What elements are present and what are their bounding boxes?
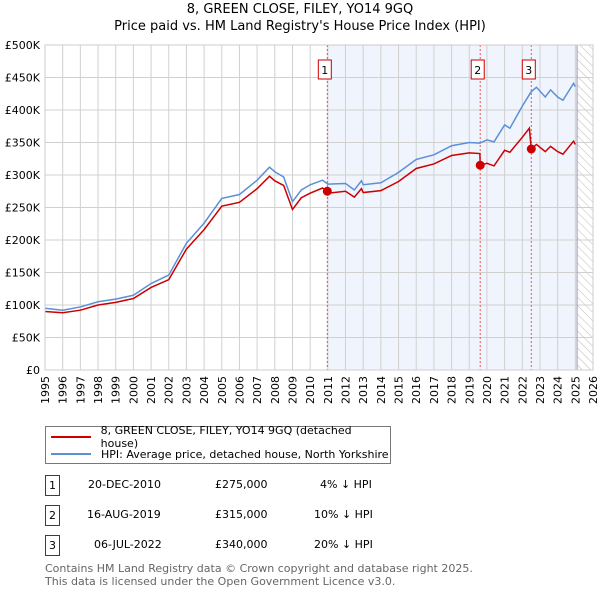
property-price-line: [44, 126, 576, 314]
sale-diff: 20% ↓ HPI: [314, 538, 373, 551]
x-tick-label: 2011: [322, 376, 335, 404]
x-tick-label: 2001: [145, 376, 158, 404]
x-tick-label: 2015: [393, 376, 406, 404]
x-tick-label: 2002: [163, 376, 176, 404]
x-tick-label: 2014: [375, 376, 388, 404]
x-tick-label: 2012: [340, 376, 353, 404]
sale-row: 2 16-AUG-2019 £315,000 10% ↓ HPI: [45, 505, 600, 526]
x-tick-label: 1997: [74, 376, 87, 404]
legend-label: 8, GREEN CLOSE, FILEY, YO14 9GQ (detache…: [100, 424, 352, 450]
y-tick-label: £250K: [5, 202, 41, 215]
sale-badge: 1: [45, 475, 60, 496]
y-tick-label: £400K: [5, 104, 41, 117]
y-tick-label: £50K: [12, 332, 41, 345]
sale-price: £315,000: [215, 508, 268, 521]
x-tick-label: 2009: [286, 376, 299, 404]
x-tick-label: 2004: [198, 376, 211, 404]
sale-row: 3 06-JUL-2022 £340,000 20% ↓ HPI: [45, 535, 600, 556]
y-tick-label: £300K: [5, 169, 41, 182]
x-tick-label: 2024: [552, 376, 565, 404]
x-tick-label: 2026: [587, 376, 600, 404]
y-tick-label: £0: [26, 364, 40, 377]
sale-point: [475, 160, 485, 170]
legend: 8, GREEN CLOSE, FILEY, YO14 9GQ (detache…: [45, 424, 391, 464]
x-tick-label: 2025: [569, 376, 582, 404]
plot-border: [44, 44, 594, 371]
sale-date: 06-JUL-2022: [94, 538, 162, 551]
sale-label-box: [470, 59, 485, 80]
x-tick-label: 2003: [180, 376, 193, 404]
sale-point: [322, 186, 332, 196]
sale-diff: 4% ↓ HPI: [320, 478, 372, 491]
legend-swatch-blue: [51, 453, 91, 455]
x-tick-label: 1995: [39, 376, 52, 404]
sale-label: 2: [474, 64, 481, 77]
sale-price: £275,000: [215, 478, 268, 491]
x-tick-label: 2016: [410, 376, 423, 404]
sale-point: [526, 144, 536, 154]
x-tick-label: 2017: [428, 376, 441, 404]
y-tick-label: £100K: [5, 299, 41, 312]
chart-subtitle: Price paid vs. HM Land Registry's House …: [114, 19, 486, 34]
sale-date: 20-DEC-2010: [88, 478, 162, 491]
y-tick-label: £450K: [5, 72, 41, 85]
x-tick-label: 2013: [357, 376, 370, 404]
y-tick-label: £500K: [5, 39, 41, 52]
sale-label: 3: [525, 64, 532, 77]
y-tick-label: £200K: [5, 234, 41, 247]
x-tick-label: 2018: [446, 376, 459, 404]
sale-label: 1: [321, 64, 328, 77]
x-tick-label: 2006: [233, 376, 246, 404]
sale-diff: 10% ↓ HPI: [314, 508, 373, 521]
x-tick-label: 2021: [499, 376, 512, 404]
x-tick-label: 2007: [251, 376, 264, 404]
sale-price: £340,000: [215, 538, 268, 551]
legend-label: HPI: Average price, detached house, Nort…: [101, 447, 389, 461]
x-tick-label: 2005: [216, 376, 229, 404]
sale-date: 16-AUG-2019: [87, 508, 161, 521]
plot-area: 1995 1996 1997 1998 1999 2000 2001 2002 2003 2004…: [5, 39, 600, 404]
x-tick-label: 1999: [110, 376, 123, 404]
sale-badge: 2: [45, 505, 60, 526]
x-tick-label: 2022: [516, 376, 529, 404]
footer-copyright: Contains HM Land Registry data © Crown c…: [45, 562, 473, 575]
y-tick-label: £350K: [5, 137, 41, 150]
x-tick-label: 2010: [304, 376, 317, 404]
x-tick-label: 2000: [127, 376, 140, 404]
sale-label-box: [521, 59, 536, 80]
sale-row: 1 20-DEC-2010 £275,000 4% ↓ HPI: [45, 475, 600, 496]
footer-licence: This data is licensed under the Open Gov…: [45, 575, 396, 588]
y-tick-label: £150K: [5, 267, 41, 280]
chart-title: 8, GREEN CLOSE, FILEY, YO14 9GQ: [186, 2, 414, 17]
x-tick-label: 1996: [57, 376, 70, 404]
legend-item-hpi: HPI: Average price, detached house, Nort…: [51, 446, 389, 462]
x-tick-label: 2023: [534, 376, 547, 404]
hpi-line: [44, 81, 576, 311]
sale-label-box: [317, 59, 332, 80]
x-tick-label: 1998: [92, 376, 105, 404]
x-tick-label: 2008: [269, 376, 282, 404]
legend-item-property: 8, GREEN CLOSE, FILEY, YO14 9GQ (detache…: [51, 424, 390, 450]
x-tick-label: 2019: [463, 376, 476, 404]
footer: Contains HM Land Registry data © Crown c…: [45, 562, 473, 588]
legend-swatch-red: [51, 436, 91, 438]
sale-badge: 3: [45, 535, 60, 556]
x-tick-label: 2020: [481, 376, 494, 404]
